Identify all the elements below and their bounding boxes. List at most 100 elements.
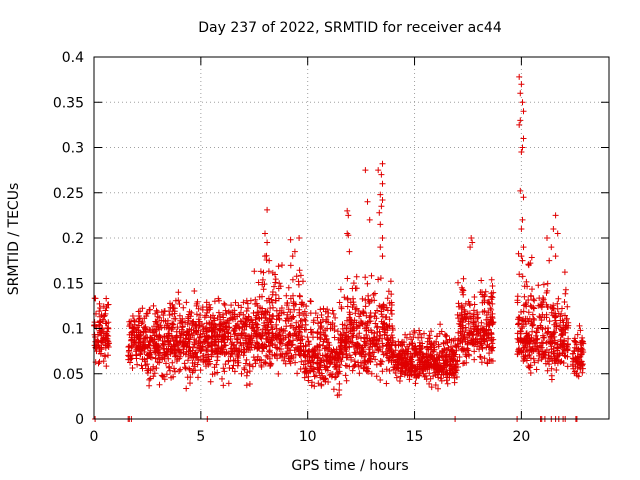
data-point [379,303,386,310]
data-point [100,303,107,310]
data-point [233,345,240,352]
data-point [416,354,423,361]
data-point [366,216,373,223]
data-point [104,325,111,332]
data-point [384,307,391,314]
data-point [157,322,164,329]
data-point [348,317,355,324]
data-point [156,381,163,388]
data-point [523,300,530,306]
data-point [362,325,368,332]
data-point [437,321,444,328]
data-point [186,330,192,337]
data-point [129,328,136,335]
data-point [285,333,292,340]
data-point [406,372,413,379]
data-point [91,295,98,302]
data-point [354,341,361,348]
data-point [457,337,464,343]
data-point [377,221,384,228]
data-point [518,253,525,260]
data-point [386,367,393,374]
data-point [322,327,329,334]
data-point [279,262,285,269]
data-point [322,375,329,382]
data-point [341,294,348,301]
data-point [546,318,553,325]
data-point [191,339,198,346]
data-point [269,312,276,319]
data-point [517,328,524,335]
data-point [240,311,247,318]
data-point [144,370,151,376]
data-point [519,257,526,264]
data-point [349,285,356,292]
data-point [413,368,419,375]
data-point [478,342,485,349]
data-point [451,353,458,360]
data-point [318,312,325,318]
data-point [125,353,132,360]
data-point [264,354,271,360]
data-point [150,329,156,336]
data-point [346,248,353,255]
data-point [489,315,496,322]
data-point [187,374,194,381]
data-point [545,328,552,335]
data-point [203,348,210,354]
data-point [571,337,578,344]
data-point [211,298,218,305]
data-point [358,345,365,352]
data-point [422,354,429,361]
data-point [95,360,102,367]
data-point [388,311,395,317]
data-point [167,345,174,352]
data-point [229,365,236,372]
data-point [540,340,546,347]
data-point [374,341,381,348]
data-point [181,360,188,367]
data-point [565,322,572,329]
data-point [434,365,441,372]
data-point [454,357,461,364]
data-point [151,323,157,330]
data-point [186,338,193,345]
data-point [259,276,266,283]
data-point [222,307,229,314]
data-point [383,314,390,320]
data-point [540,295,546,301]
data-point [165,339,172,345]
data-point [299,336,306,343]
data-point [562,290,569,297]
x-tick-label: 15 [406,429,424,445]
data-point [469,331,476,338]
data-point [467,244,474,251]
data-point [443,332,450,339]
data-point [204,307,211,314]
data-point [554,305,561,312]
data-point [277,283,284,290]
data-point [461,360,468,366]
data-point [484,316,491,323]
data-point [449,370,455,377]
data-point [231,311,238,318]
data-point [456,354,463,360]
data-point [269,289,276,295]
data-point [287,309,294,316]
data-point [152,355,159,362]
data-point [322,333,329,340]
data-point [522,318,529,325]
data-point [471,348,478,355]
data-point [240,299,247,306]
data-point [331,334,338,341]
data-point [386,316,393,323]
data-point [544,280,551,287]
data-point [360,310,367,317]
data-point [387,336,394,342]
data-point [337,331,344,338]
data-point [185,328,191,335]
data-point [397,360,404,367]
data-point [553,367,560,373]
data-point [323,318,330,325]
